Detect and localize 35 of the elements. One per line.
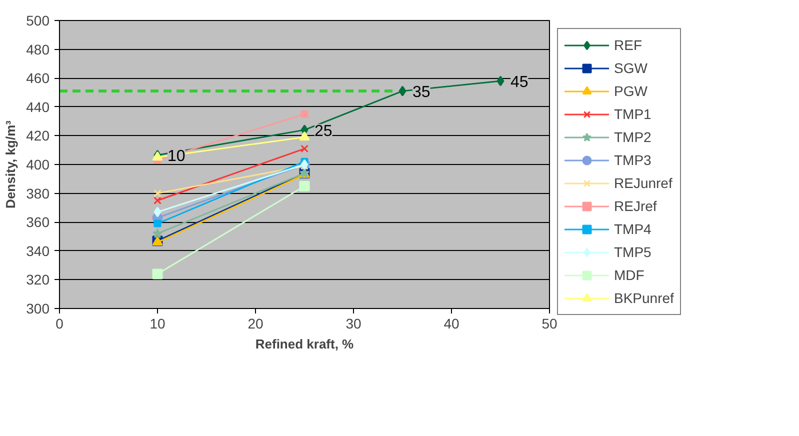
legend-label: MDF bbox=[614, 267, 644, 283]
x-tick-label: 30 bbox=[346, 316, 362, 332]
y-tick-label: 480 bbox=[26, 41, 50, 58]
legend-label: PGW bbox=[614, 83, 648, 99]
legend-label: REJunref bbox=[614, 175, 672, 191]
x-tick-label: 10 bbox=[150, 316, 166, 332]
x-axis-title: Refined kraft, % bbox=[255, 336, 354, 352]
y-tick-label: 420 bbox=[26, 128, 50, 144]
legend-label: REJref bbox=[614, 198, 657, 214]
legend-label: SGW bbox=[614, 60, 648, 76]
annotation: 10 bbox=[168, 148, 186, 166]
y-tick-label: 440 bbox=[26, 98, 50, 115]
legend-label: BKPunref bbox=[614, 290, 674, 306]
legend-label: REF bbox=[614, 37, 642, 53]
y-tick-label: 400 bbox=[26, 156, 50, 172]
legend-label: TMP4 bbox=[614, 221, 652, 237]
y-tick-label: 340 bbox=[26, 242, 50, 259]
legend-label: TMP5 bbox=[614, 244, 652, 260]
x-tick-label: 0 bbox=[56, 316, 64, 332]
y-tick-label: 500 bbox=[26, 12, 50, 28]
y-tick-label: 300 bbox=[26, 300, 50, 316]
y-axis-title: Density, kg/m³ bbox=[3, 120, 18, 208]
x-tick-label: 50 bbox=[542, 316, 558, 332]
legend-label: TMP3 bbox=[614, 152, 652, 168]
y-tick-label: 320 bbox=[26, 272, 50, 288]
annotation: 35 bbox=[412, 84, 430, 102]
y-tick-label: 380 bbox=[26, 185, 50, 202]
y-tick-label: 460 bbox=[26, 70, 50, 86]
annotation: 45 bbox=[510, 74, 528, 91]
legend-label: TMP2 bbox=[614, 129, 652, 145]
x-tick-label: 40 bbox=[444, 316, 460, 332]
legend-label: TMP1 bbox=[614, 106, 652, 122]
y-tick-label: 360 bbox=[26, 214, 50, 230]
annotation: 25 bbox=[314, 122, 332, 140]
x-tick-label: 20 bbox=[248, 316, 264, 332]
